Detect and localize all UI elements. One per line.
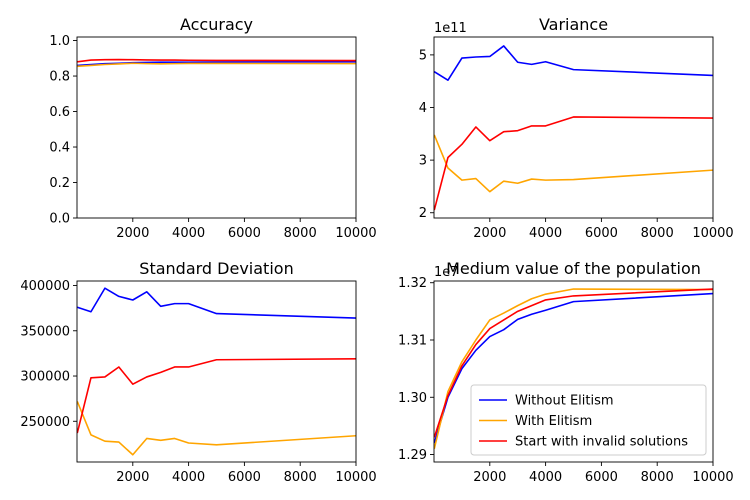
axis-offset-label: 1e7: [434, 265, 459, 280]
x-tick-label: 2000: [116, 470, 149, 485]
x-tick-label: 6000: [228, 226, 261, 241]
plot-area: [434, 288, 713, 450]
x-tick-label: 8000: [641, 226, 674, 241]
legend-label: Without Elitism: [515, 394, 614, 409]
series-line-start-with-invalid-solutions: [77, 358, 356, 434]
subplot-1: Accuracy 2000 4000 6000 8000 10000 0.0 0.2 0.4 0.…: [49, 15, 376, 241]
y-tick-label: 1.32: [398, 276, 427, 291]
series-line-with-elitism: [77, 62, 356, 68]
legend-label: With Elitism: [515, 414, 592, 429]
axes-frame: [76, 36, 357, 219]
x-tick-label: 8000: [284, 470, 317, 485]
y-tick-label: 1.31: [398, 333, 427, 348]
subplot-title: Accuracy: [180, 15, 253, 34]
y-tick-label: 0.8: [49, 70, 70, 85]
plot-area: [77, 58, 356, 68]
x-tick-label: 10000: [335, 226, 376, 241]
y-tick-label: 1.30: [398, 391, 427, 406]
x-tick-label: 4000: [529, 226, 562, 241]
plot-area: [77, 287, 356, 456]
y-tick-label: 2: [419, 206, 427, 221]
x-tick-label: 4000: [172, 226, 205, 241]
series-line-with-elitism: [434, 288, 713, 450]
axis-offset-label: 1e11: [434, 21, 467, 36]
series-line-start-with-invalid-solutions: [77, 58, 356, 63]
series-line-with-elitism: [77, 401, 356, 456]
subplot-title: Standard Deviation: [139, 259, 293, 278]
y-tick-label: 1.0: [49, 34, 70, 49]
legend: Without Elitism With Elitism Start with in…: [470, 384, 707, 456]
y-tick-label: 400000: [20, 279, 70, 294]
y-tick-label: 3: [419, 154, 427, 169]
x-tick-label: 2000: [473, 470, 506, 485]
series-line-start-with-invalid-solutions: [434, 288, 713, 438]
axes-frame: [433, 36, 714, 219]
series-line-without-elitism: [434, 45, 713, 81]
y-tick-label: 350000: [20, 324, 70, 339]
subplot-title: Medium value of the population: [446, 259, 701, 278]
legend-box: [470, 384, 707, 456]
x-tick-label: 6000: [228, 470, 261, 485]
subplot-2: Variance 1e11 2000 4000 6000 8000 10000 2 3 4 5: [419, 15, 734, 241]
plot-area: [434, 45, 713, 211]
y-tick-label: 0.6: [49, 105, 70, 120]
legend-label: Start with invalid solutions: [515, 435, 688, 450]
y-tick-label: 4: [419, 101, 427, 116]
y-tick-label: 300000: [20, 370, 70, 385]
subplot-3: Standard Deviation 2000 4000 6000 8000 10000 2…: [20, 259, 376, 485]
x-tick-label: 4000: [172, 470, 205, 485]
y-tick-label: 0.4: [49, 141, 70, 156]
series-line-with-elitism: [434, 134, 713, 193]
x-tick-label: 2000: [116, 226, 149, 241]
x-tick-label: 10000: [692, 470, 733, 485]
x-tick-label: 10000: [335, 470, 376, 485]
x-tick-label: 8000: [284, 226, 317, 241]
x-tick-label: 8000: [641, 470, 674, 485]
y-tick-label: 0.2: [49, 176, 70, 191]
axes-frame: [433, 280, 714, 463]
x-tick-label: 4000: [529, 470, 562, 485]
subplot-title: Variance: [539, 15, 608, 34]
series-line-start-with-invalid-solutions: [434, 116, 713, 211]
y-tick-label: 5: [419, 48, 427, 63]
x-tick-label: 6000: [585, 226, 618, 241]
y-tick-label: 0.0: [49, 212, 70, 227]
axes-frame: [76, 280, 357, 463]
x-tick-label: 10000: [692, 226, 733, 241]
series-line-without-elitism: [77, 61, 356, 67]
series-line-without-elitism: [77, 287, 356, 319]
y-tick-label: 250000: [20, 415, 70, 430]
x-tick-label: 2000: [473, 226, 506, 241]
x-tick-label: 6000: [585, 470, 618, 485]
y-tick-label: 1.29: [398, 448, 427, 463]
series-line-without-elitism: [434, 292, 713, 444]
